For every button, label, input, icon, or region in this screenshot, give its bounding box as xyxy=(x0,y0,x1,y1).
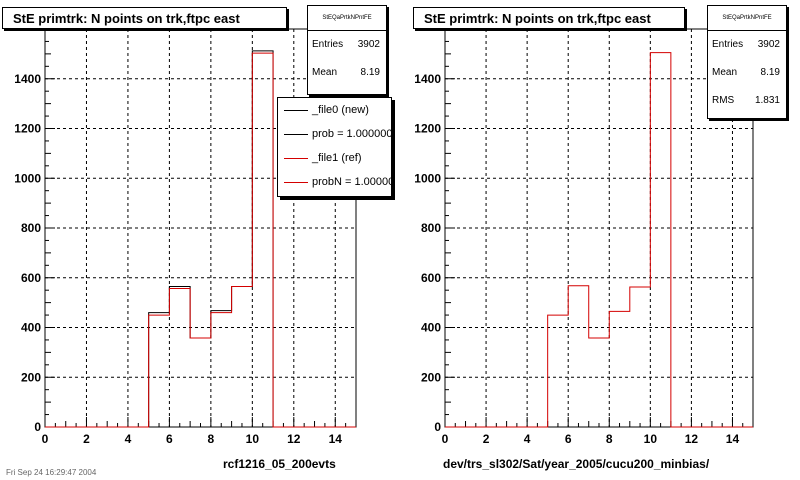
right-stats-mean-row: Mean 8.19 xyxy=(708,59,786,87)
left-y-tick-label-400: 400 xyxy=(21,321,41,335)
right-y-tick-label-600: 600 xyxy=(421,271,441,285)
left-x-tick-label-10: 10 xyxy=(246,432,260,446)
legend-label-file0: _file0 (new) xyxy=(312,104,369,116)
left-x-tick-label-2: 2 xyxy=(83,432,90,446)
right-x-tick-label-6: 6 xyxy=(565,432,572,446)
left-y-tick-label-1200: 1200 xyxy=(14,122,41,136)
left-legend-box: _file0 (new) prob = 1.000000 _file1 (ref… xyxy=(277,97,392,197)
left-stats-mean-value: 8.19 xyxy=(360,67,380,78)
right-stats-box: StEQaPrtkNPntFE Entries 3902 Mean 8.19 R… xyxy=(707,5,787,119)
legend-label-prob: prob = 1.000000 xyxy=(312,128,392,140)
right-x-tick-label-0: 0 xyxy=(442,432,449,446)
right-x-tick-label-2: 2 xyxy=(483,432,490,446)
right-stats-entries-label: Entries xyxy=(712,39,744,50)
legend-line-file0 xyxy=(284,110,308,111)
right-y-tick-label-1200: 1200 xyxy=(414,122,441,136)
right-x-tick-label-8: 8 xyxy=(606,432,613,446)
left-stats-mean-row: Mean 8.19 xyxy=(308,59,386,87)
right-stats-rms-row: RMS 1.831 xyxy=(708,87,786,115)
legend-label-probn: probN = 1.000000 xyxy=(312,176,392,188)
right-y-tick-label-200: 200 xyxy=(421,370,441,384)
left-chart-title: StE primtrk: N points on trk,ftpc east xyxy=(2,7,287,29)
left-stats-box: StEQaPrtkNPntFE Entries 3902 Mean 8.19 xyxy=(307,5,387,95)
right-chart-panel: 0 2 4 6 8 10 12 14 0 200 400 600 800 1000 1200 1400 StE… xyxy=(400,0,800,480)
right-x-tick-label-10: 10 xyxy=(644,432,658,446)
left-stats-entries-row: Entries 3902 xyxy=(308,31,386,59)
left-stats-entries-value: 3902 xyxy=(357,39,380,50)
left-y-tick-label-600: 600 xyxy=(21,271,41,285)
legend-line-prob xyxy=(284,134,308,135)
right-chart-title: StE primtrk: N points on trk,ftpc east xyxy=(413,7,685,29)
legend-line-file1 xyxy=(284,158,308,159)
left-stats-name: StEQaPrtkNPntFE xyxy=(308,6,386,31)
left-y-tick-label-1400: 1400 xyxy=(14,72,41,86)
right-stats-rms-label: RMS xyxy=(712,95,735,106)
left-y-tick-label-1000: 1000 xyxy=(14,171,41,185)
right-y-tick-label-0: 0 xyxy=(434,420,441,434)
left-x-tick-label-8: 8 xyxy=(208,432,215,446)
right-x-tick-label-4: 4 xyxy=(524,432,531,446)
left-histogram-plot: 0 2 4 6 8 10 12 14 0 200 400 600 800 1000 1200 1400 xyxy=(14,28,357,446)
right-x-axis-label: dev/trs_sl302/Sat/year_2005/cucu200_minb… xyxy=(443,457,710,471)
legend-label-file1: _file1 (ref) xyxy=(312,152,362,164)
right-y-tick-label-1400: 1400 xyxy=(414,72,441,86)
left-y-tick-label-200: 200 xyxy=(21,370,41,384)
right-y-tick-label-800: 800 xyxy=(421,221,441,235)
left-footnote-timestamp: Fri Sep 24 16:29:47 2004 xyxy=(6,468,97,477)
legend-entry-prob: prob = 1.000000 xyxy=(278,122,391,146)
right-x-tick-label-12: 12 xyxy=(685,432,699,446)
right-series-0-outline xyxy=(445,52,753,428)
right-x-tick-label-14: 14 xyxy=(726,432,740,446)
legend-entry-file1: _file1 (ref) xyxy=(278,146,391,170)
right-stats-rms-value: 1.831 xyxy=(754,95,780,106)
left-x-tick-label-0: 0 xyxy=(42,432,49,446)
left-stats-mean-label: Mean xyxy=(312,67,338,78)
left-x-tick-label-6: 6 xyxy=(166,432,173,446)
left-stats-entries-label: Entries xyxy=(312,39,344,50)
right-stats-entries-value: 3902 xyxy=(757,39,780,50)
right-plot-frame xyxy=(444,28,754,428)
left-series-1-outline xyxy=(45,52,356,428)
right-stats-mean-value: 8.19 xyxy=(760,67,780,78)
left-x-tick-label-14: 14 xyxy=(329,432,343,446)
right-y-tick-label-1000: 1000 xyxy=(414,171,441,185)
left-x-axis-label: rcf1216_05_200evts xyxy=(223,457,336,471)
right-histogram-plot: 0 2 4 6 8 10 12 14 0 200 400 600 800 1000 1200 1400 xyxy=(414,28,754,446)
left-x-tick-label-12: 12 xyxy=(287,432,301,446)
right-stats-mean-label: Mean xyxy=(712,67,738,78)
right-stats-name: StEQaPrtkNPntFE xyxy=(708,6,786,31)
left-chart-panel: 0 2 4 6 8 10 12 14 0 200 400 600 800 1000 1200 1400 StE… xyxy=(2,5,392,477)
left-x-tick-label-4: 4 xyxy=(125,432,132,446)
left-y-tick-label-800: 800 xyxy=(21,221,41,235)
legend-line-probn xyxy=(284,182,308,183)
left-y-tick-label-0: 0 xyxy=(34,420,41,434)
right-y-tick-label-400: 400 xyxy=(421,321,441,335)
legend-entry-probn: probN = 1.000000 xyxy=(278,170,391,194)
right-stats-entries-row: Entries 3902 xyxy=(708,31,786,59)
legend-entry-file0: _file0 (new) xyxy=(278,98,391,122)
